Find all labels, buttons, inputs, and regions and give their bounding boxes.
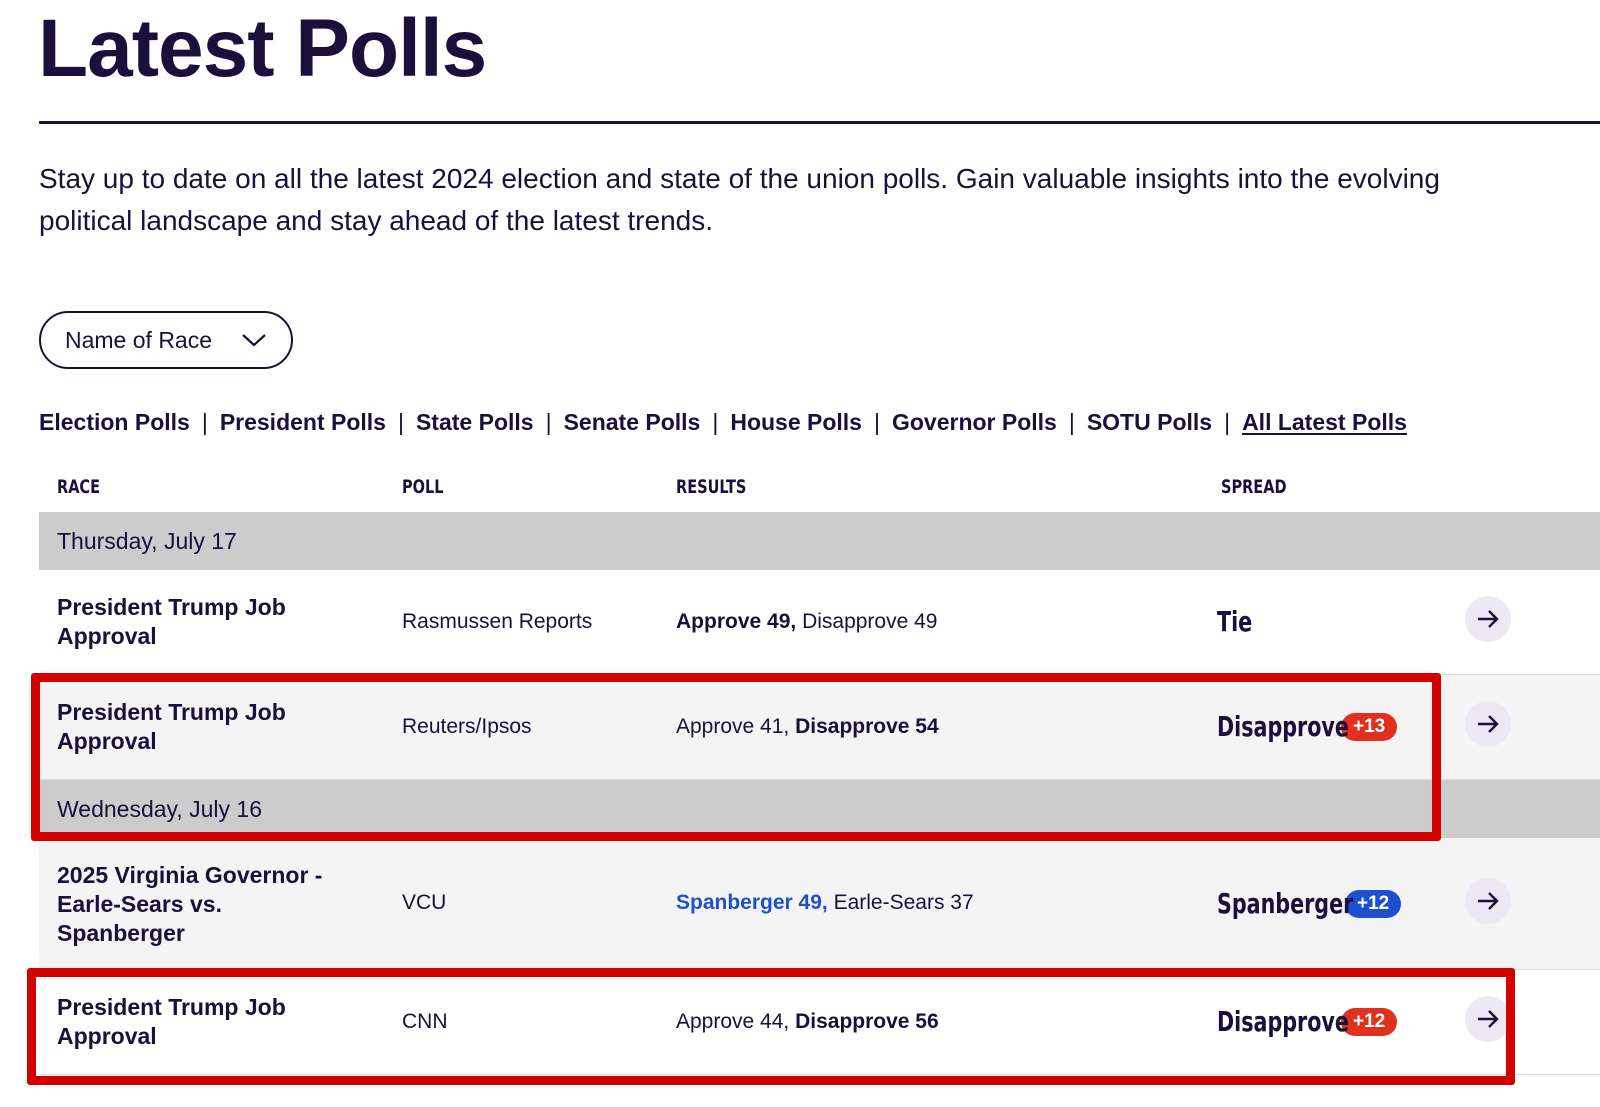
filter-senate-polls[interactable]: Senate Polls xyxy=(563,408,701,435)
poll-category-filters: Election Polls | President Polls | State… xyxy=(39,404,1407,440)
date-label: Thursday, July 17 xyxy=(57,527,237,554)
chevron-down-icon xyxy=(241,327,267,354)
race-name[interactable]: President Trump Job Approval xyxy=(57,699,286,754)
spread-label: Spanberger xyxy=(1217,887,1354,920)
pollster-name[interactable]: CNN xyxy=(402,1010,448,1033)
result-leading: Disapprove 54 xyxy=(795,715,939,738)
result-trailing: Disapprove 49 xyxy=(802,610,938,633)
race-name[interactable]: President Trump Job Approval xyxy=(57,594,286,649)
result-leading: Approve 49, xyxy=(676,610,797,633)
filter-separator: | xyxy=(712,408,719,435)
spread: Spanberger +12 xyxy=(1217,887,1402,920)
filter-separator: | xyxy=(201,408,208,435)
spread-label: Disapprove xyxy=(1217,1005,1349,1038)
date-label: Wednesday, July 16 xyxy=(57,795,262,822)
spread: Disapprove +13 xyxy=(1217,710,1398,743)
filter-election-polls[interactable]: Election Polls xyxy=(39,408,190,435)
column-header-results: RESULTS xyxy=(676,476,747,498)
race-name[interactable]: President Trump Job Approval xyxy=(57,994,286,1049)
filter-separator: | xyxy=(545,408,552,435)
poll-row[interactable]: President Trump Job Approval Reuters/Ips… xyxy=(39,675,1600,780)
date-group-header: Thursday, July 17 xyxy=(39,512,1600,570)
race-select-label: Name of Race xyxy=(65,326,213,353)
spread: Tie xyxy=(1217,605,1260,638)
filter-separator: | xyxy=(873,408,880,435)
filter-separator: | xyxy=(1224,408,1231,435)
pollster-name[interactable]: Rasmussen Reports xyxy=(402,610,593,633)
spread-label: Tie xyxy=(1217,605,1253,638)
arrow-right-icon[interactable] xyxy=(1465,701,1511,747)
filter-governor-polls[interactable]: Governor Polls xyxy=(891,408,1057,435)
result-trailing: Approve 44, xyxy=(676,1010,790,1033)
spread-badge: +12 xyxy=(1341,1007,1398,1036)
result-trailing: Earle-Sears 37 xyxy=(833,891,974,914)
poll-row[interactable]: 2025 Virginia Governor - Earle-Sears vs.… xyxy=(39,838,1600,970)
result-leading: Disapprove 56 xyxy=(795,1010,939,1033)
race-name[interactable]: 2025 Virginia Governor - Earle-Sears vs.… xyxy=(57,862,323,946)
poll-row[interactable]: President Trump Job Approval Rasmussen R… xyxy=(39,570,1600,675)
filter-all-latest-polls[interactable]: All Latest Polls xyxy=(1242,408,1407,435)
arrow-right-icon[interactable] xyxy=(1465,596,1511,642)
filter-state-polls[interactable]: State Polls xyxy=(415,408,534,435)
poll-row[interactable]: President Trump Job Approval CNN Approve… xyxy=(39,970,1600,1075)
poll-results: Approve 49, Disapprove 49 xyxy=(676,610,937,634)
filter-president-polls[interactable]: President Polls xyxy=(219,408,386,435)
pollster-name[interactable]: VCU xyxy=(402,891,447,914)
poll-results: Approve 41, Disapprove 54 xyxy=(676,715,939,739)
poll-results: Spanberger 49, Earle-Sears 37 xyxy=(676,891,974,915)
spread: Disapprove +12 xyxy=(1217,1005,1398,1038)
date-group-header: Wednesday, July 16 xyxy=(39,780,1600,838)
filter-house-polls[interactable]: House Polls xyxy=(730,408,862,435)
arrow-right-icon[interactable] xyxy=(1465,996,1511,1042)
race-select-dropdown[interactable]: Name of Race xyxy=(39,311,293,369)
title-divider xyxy=(39,121,1600,124)
spread-badge: +12 xyxy=(1345,889,1402,918)
page-title: Latest Polls xyxy=(38,3,487,94)
spread-label: Disapprove xyxy=(1217,710,1349,743)
column-header-spread: SPREAD xyxy=(1221,476,1287,498)
result-leading: Spanberger 49, xyxy=(676,891,828,914)
page-intro: Stay up to date on all the latest 2024 e… xyxy=(39,163,1440,236)
pollster-name[interactable]: Reuters/Ipsos xyxy=(402,715,532,738)
filter-separator: | xyxy=(1068,408,1075,435)
poll-results: Approve 44, Disapprove 56 xyxy=(676,1010,939,1034)
filter-separator: | xyxy=(397,408,404,435)
spread-badge: +13 xyxy=(1341,712,1398,741)
column-header-race: RACE xyxy=(57,476,101,498)
result-trailing: Approve 41, xyxy=(676,715,790,738)
arrow-right-icon[interactable] xyxy=(1465,878,1511,924)
filter-sotu-polls[interactable]: SOTU Polls xyxy=(1086,408,1213,435)
column-header-poll: POLL xyxy=(402,476,444,498)
